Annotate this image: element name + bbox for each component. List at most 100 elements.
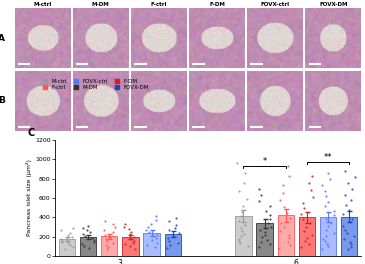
Point [348, 245, 354, 249]
Point [103, 243, 109, 247]
Bar [341, 216, 357, 256]
Point [81, 244, 87, 248]
Point [128, 230, 134, 234]
Point [85, 223, 91, 228]
Point [301, 229, 307, 233]
Point [285, 164, 291, 168]
Point [268, 224, 273, 229]
Point [262, 230, 268, 235]
Point [237, 241, 243, 246]
Title: M-ctrl: M-ctrl [33, 2, 52, 7]
Point [309, 174, 315, 178]
Bar [256, 223, 273, 256]
Point [167, 243, 173, 248]
Point [328, 221, 334, 225]
Point [91, 238, 97, 242]
Point [286, 233, 292, 237]
Title: F-ctrl: F-ctrl [151, 2, 167, 7]
Point [343, 203, 349, 207]
Point [121, 225, 127, 229]
Point [325, 171, 331, 175]
Point [262, 233, 268, 237]
Point [148, 221, 154, 226]
Point [306, 242, 312, 247]
Point [331, 209, 337, 213]
Point [102, 219, 108, 223]
Bar [235, 216, 251, 256]
Point [256, 187, 262, 191]
Point [256, 199, 262, 203]
Point [264, 238, 270, 242]
Point [245, 244, 251, 248]
Point [130, 241, 136, 245]
Point [62, 247, 68, 251]
Bar [122, 237, 139, 256]
Point [104, 239, 110, 243]
Point [263, 209, 269, 213]
Point [153, 214, 159, 219]
Point [153, 218, 159, 222]
Point [58, 237, 64, 241]
Point [258, 193, 264, 197]
Point [280, 191, 286, 195]
Point [235, 161, 241, 165]
Point [322, 189, 328, 193]
Bar [143, 233, 160, 256]
Point [238, 234, 244, 238]
Point [239, 229, 245, 233]
Point [164, 246, 170, 250]
Point [345, 247, 350, 251]
Point [123, 242, 128, 247]
Point [154, 241, 160, 245]
Title: M-DM: M-DM [92, 2, 110, 7]
Point [346, 208, 352, 212]
Point [281, 183, 287, 187]
Point [105, 245, 111, 249]
Title: F-DM: F-DM [209, 2, 225, 7]
Point [322, 204, 328, 209]
Y-axis label: Pancreas islet size (μm²): Pancreas islet size (μm²) [26, 159, 32, 237]
Point [84, 228, 90, 232]
Point [319, 247, 324, 251]
Point [166, 228, 172, 233]
Point [143, 228, 149, 232]
Point [308, 188, 314, 192]
Point [241, 180, 246, 185]
Point [58, 228, 64, 233]
Point [242, 171, 247, 175]
Point [154, 233, 160, 237]
Point [277, 229, 283, 233]
Point [146, 230, 152, 234]
Point [319, 183, 325, 187]
Bar [59, 239, 75, 256]
Point [348, 242, 354, 247]
Bar [101, 236, 117, 256]
Point [258, 240, 264, 244]
Point [111, 241, 116, 245]
Point [80, 232, 86, 237]
Point [122, 222, 128, 226]
Point [285, 240, 291, 244]
Point [110, 222, 116, 226]
Point [145, 243, 150, 247]
Point [323, 234, 329, 238]
Point [341, 237, 347, 241]
Point [236, 239, 242, 243]
Point [300, 201, 306, 205]
Point [345, 181, 351, 185]
Point [342, 228, 348, 232]
Point [238, 214, 243, 219]
Point [240, 204, 246, 208]
Text: A: A [0, 34, 4, 43]
Point [323, 194, 329, 199]
Bar [299, 217, 315, 256]
Point [70, 245, 76, 249]
Point [101, 233, 107, 237]
Point [347, 220, 353, 225]
Point [301, 239, 307, 243]
Point [110, 230, 116, 234]
Point [325, 200, 331, 204]
Point [342, 193, 348, 197]
Point [255, 245, 261, 249]
Point [281, 225, 287, 229]
